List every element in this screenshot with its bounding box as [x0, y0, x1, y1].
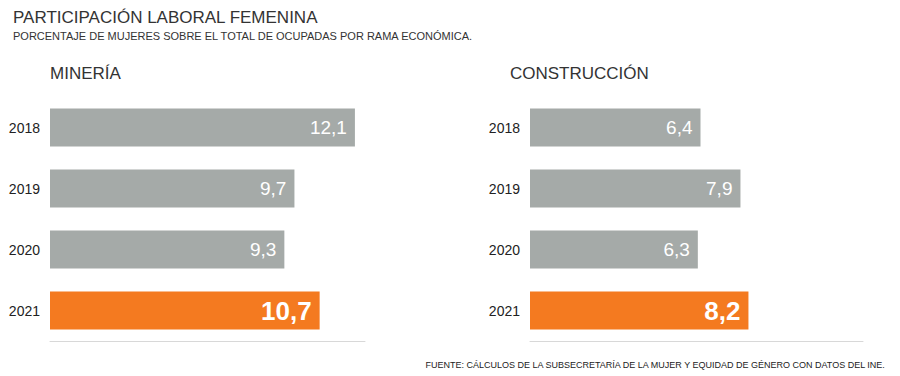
svg-text:6,3: 6,3 — [663, 239, 689, 260]
svg-text:7,9: 7,9 — [706, 178, 732, 199]
svg-text:PARTICIPACIÓN LABORAL FEMENINA: PARTICIPACIÓN LABORAL FEMENINA — [13, 8, 318, 27]
svg-text:FUENTE: CÁLCULOS DE LA SUBSECR: FUENTE: CÁLCULOS DE LA SUBSECRETARÍA DE … — [425, 360, 884, 370]
svg-text:2021: 2021 — [9, 303, 40, 319]
svg-text:8,2: 8,2 — [704, 296, 740, 326]
svg-text:PORCENTAJE DE MUJERES SOBRE EL: PORCENTAJE DE MUJERES SOBRE EL TOTAL DE … — [13, 30, 472, 42]
svg-text:2020: 2020 — [9, 242, 40, 258]
svg-text:12,1: 12,1 — [310, 117, 347, 138]
svg-text:6,4: 6,4 — [666, 117, 693, 138]
svg-text:2019: 2019 — [9, 181, 40, 197]
svg-text:MINERÍA: MINERÍA — [50, 64, 122, 83]
svg-text:2019: 2019 — [489, 181, 520, 197]
svg-text:10,7: 10,7 — [261, 296, 312, 326]
svg-text:9,7: 9,7 — [260, 178, 286, 199]
svg-text:CONSTRUCCIÓN: CONSTRUCCIÓN — [510, 64, 649, 83]
svg-text:2018: 2018 — [9, 120, 40, 136]
svg-text:2020: 2020 — [489, 242, 520, 258]
svg-text:2018: 2018 — [489, 120, 520, 136]
svg-text:9,3: 9,3 — [250, 239, 276, 260]
svg-text:2021: 2021 — [489, 303, 520, 319]
